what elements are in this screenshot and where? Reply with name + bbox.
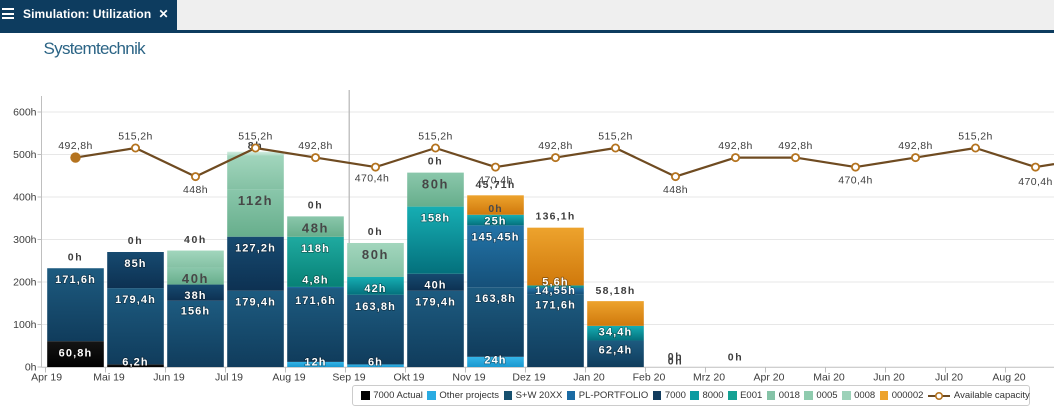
- svg-text:470,4h: 470,4h: [355, 173, 390, 185]
- svg-text:179,4h: 179,4h: [235, 297, 276, 309]
- svg-text:200h: 200h: [13, 277, 37, 289]
- svg-text:515,2h: 515,2h: [118, 130, 153, 142]
- svg-text:0h: 0h: [488, 203, 502, 215]
- svg-text:Aug 19: Aug 19: [272, 372, 305, 384]
- svg-text:Sep 19: Sep 19: [332, 372, 365, 384]
- svg-text:492,8h: 492,8h: [538, 140, 573, 152]
- svg-text:80h: 80h: [422, 177, 449, 192]
- svg-text:100h: 100h: [13, 319, 37, 331]
- svg-text:470,4h: 470,4h: [478, 174, 513, 186]
- svg-text:Jan 20: Jan 20: [573, 372, 605, 384]
- svg-text:58,18h: 58,18h: [596, 285, 636, 297]
- svg-text:85h: 85h: [124, 258, 146, 270]
- svg-text:515,2h: 515,2h: [238, 130, 273, 142]
- svg-text:171,6h: 171,6h: [535, 300, 576, 312]
- svg-text:24h: 24h: [484, 355, 506, 367]
- svg-text:80h: 80h: [362, 247, 389, 262]
- svg-text:Jun 20: Jun 20: [873, 372, 905, 384]
- svg-text:0h: 0h: [428, 156, 443, 168]
- svg-text:492,8h: 492,8h: [778, 140, 813, 152]
- svg-text:0h: 0h: [128, 235, 143, 247]
- svg-text:492,8h: 492,8h: [718, 140, 753, 152]
- svg-text:515,2h: 515,2h: [958, 130, 993, 142]
- svg-text:Apr 20: Apr 20: [754, 372, 785, 384]
- svg-text:Mrz 20: Mrz 20: [693, 372, 725, 384]
- svg-text:12h: 12h: [304, 356, 326, 368]
- svg-text:515,2h: 515,2h: [418, 130, 453, 142]
- svg-text:Feb 20: Feb 20: [633, 372, 666, 384]
- svg-text:470,4h: 470,4h: [1018, 176, 1053, 188]
- svg-text:515,2h: 515,2h: [598, 130, 633, 142]
- svg-text:300h: 300h: [13, 234, 37, 246]
- svg-text:156h: 156h: [181, 306, 210, 318]
- svg-text:Jul 19: Jul 19: [215, 372, 243, 384]
- svg-text:118h: 118h: [301, 243, 330, 255]
- svg-text:600h: 600h: [13, 107, 37, 119]
- svg-text:0h: 0h: [668, 351, 683, 363]
- svg-text:0h: 0h: [25, 362, 37, 374]
- svg-text:136,1h: 136,1h: [536, 211, 576, 223]
- svg-text:34,4h: 34,4h: [599, 327, 633, 339]
- svg-text:25h: 25h: [484, 216, 506, 228]
- svg-text:62,4h: 62,4h: [599, 345, 633, 357]
- svg-text:0h: 0h: [368, 226, 383, 238]
- svg-text:4,8h: 4,8h: [302, 275, 328, 287]
- svg-text:Apr 19: Apr 19: [31, 372, 62, 384]
- svg-text:Jun 19: Jun 19: [153, 372, 185, 384]
- svg-text:Mai 20: Mai 20: [813, 372, 845, 384]
- svg-text:145,45h: 145,45h: [471, 231, 519, 243]
- svg-text:492,8h: 492,8h: [58, 140, 93, 152]
- svg-text:6,2h: 6,2h: [122, 356, 148, 368]
- svg-text:6h: 6h: [368, 356, 383, 368]
- svg-text:470,4h: 470,4h: [838, 174, 873, 186]
- svg-text:492,8h: 492,8h: [898, 140, 933, 152]
- svg-text:42h: 42h: [364, 283, 386, 295]
- svg-text:0h: 0h: [728, 352, 743, 364]
- svg-text:0h: 0h: [668, 356, 683, 368]
- svg-text:163,8h: 163,8h: [475, 293, 516, 305]
- svg-text:400h: 400h: [13, 192, 37, 204]
- svg-text:163,8h: 163,8h: [355, 301, 396, 313]
- svg-text:48h: 48h: [302, 220, 329, 235]
- svg-text:Aug 20: Aug 20: [992, 372, 1025, 384]
- svg-text:448h: 448h: [183, 184, 208, 196]
- svg-text:5,6h: 5,6h: [542, 277, 568, 289]
- svg-text:179,4h: 179,4h: [115, 294, 156, 306]
- svg-text:171,6h: 171,6h: [295, 295, 336, 307]
- svg-text:40h: 40h: [424, 280, 446, 292]
- svg-text:38h: 38h: [184, 290, 206, 302]
- svg-text:112h: 112h: [238, 193, 273, 208]
- svg-text:Okt 19: Okt 19: [394, 372, 425, 384]
- svg-text:60,8h: 60,8h: [59, 347, 93, 359]
- svg-text:0h: 0h: [308, 199, 323, 211]
- svg-text:45,71h: 45,71h: [476, 179, 516, 191]
- svg-text:500h: 500h: [13, 149, 37, 161]
- svg-text:Mai 19: Mai 19: [93, 372, 125, 384]
- svg-text:Dez 19: Dez 19: [512, 372, 545, 384]
- svg-text:179,4h: 179,4h: [415, 297, 456, 309]
- svg-text:158h: 158h: [421, 213, 450, 225]
- svg-text:14,55h: 14,55h: [535, 285, 576, 297]
- svg-text:0h: 0h: [68, 252, 83, 264]
- svg-text:448h: 448h: [663, 184, 688, 196]
- svg-text:171,6h: 171,6h: [55, 274, 96, 286]
- svg-text:Jul 20: Jul 20: [935, 372, 963, 384]
- svg-text:40h: 40h: [182, 271, 209, 286]
- svg-text:Nov 19: Nov 19: [452, 372, 485, 384]
- svg-text:492,8h: 492,8h: [298, 140, 333, 152]
- svg-text:40h: 40h: [184, 234, 207, 246]
- svg-text:127,2h: 127,2h: [235, 243, 276, 255]
